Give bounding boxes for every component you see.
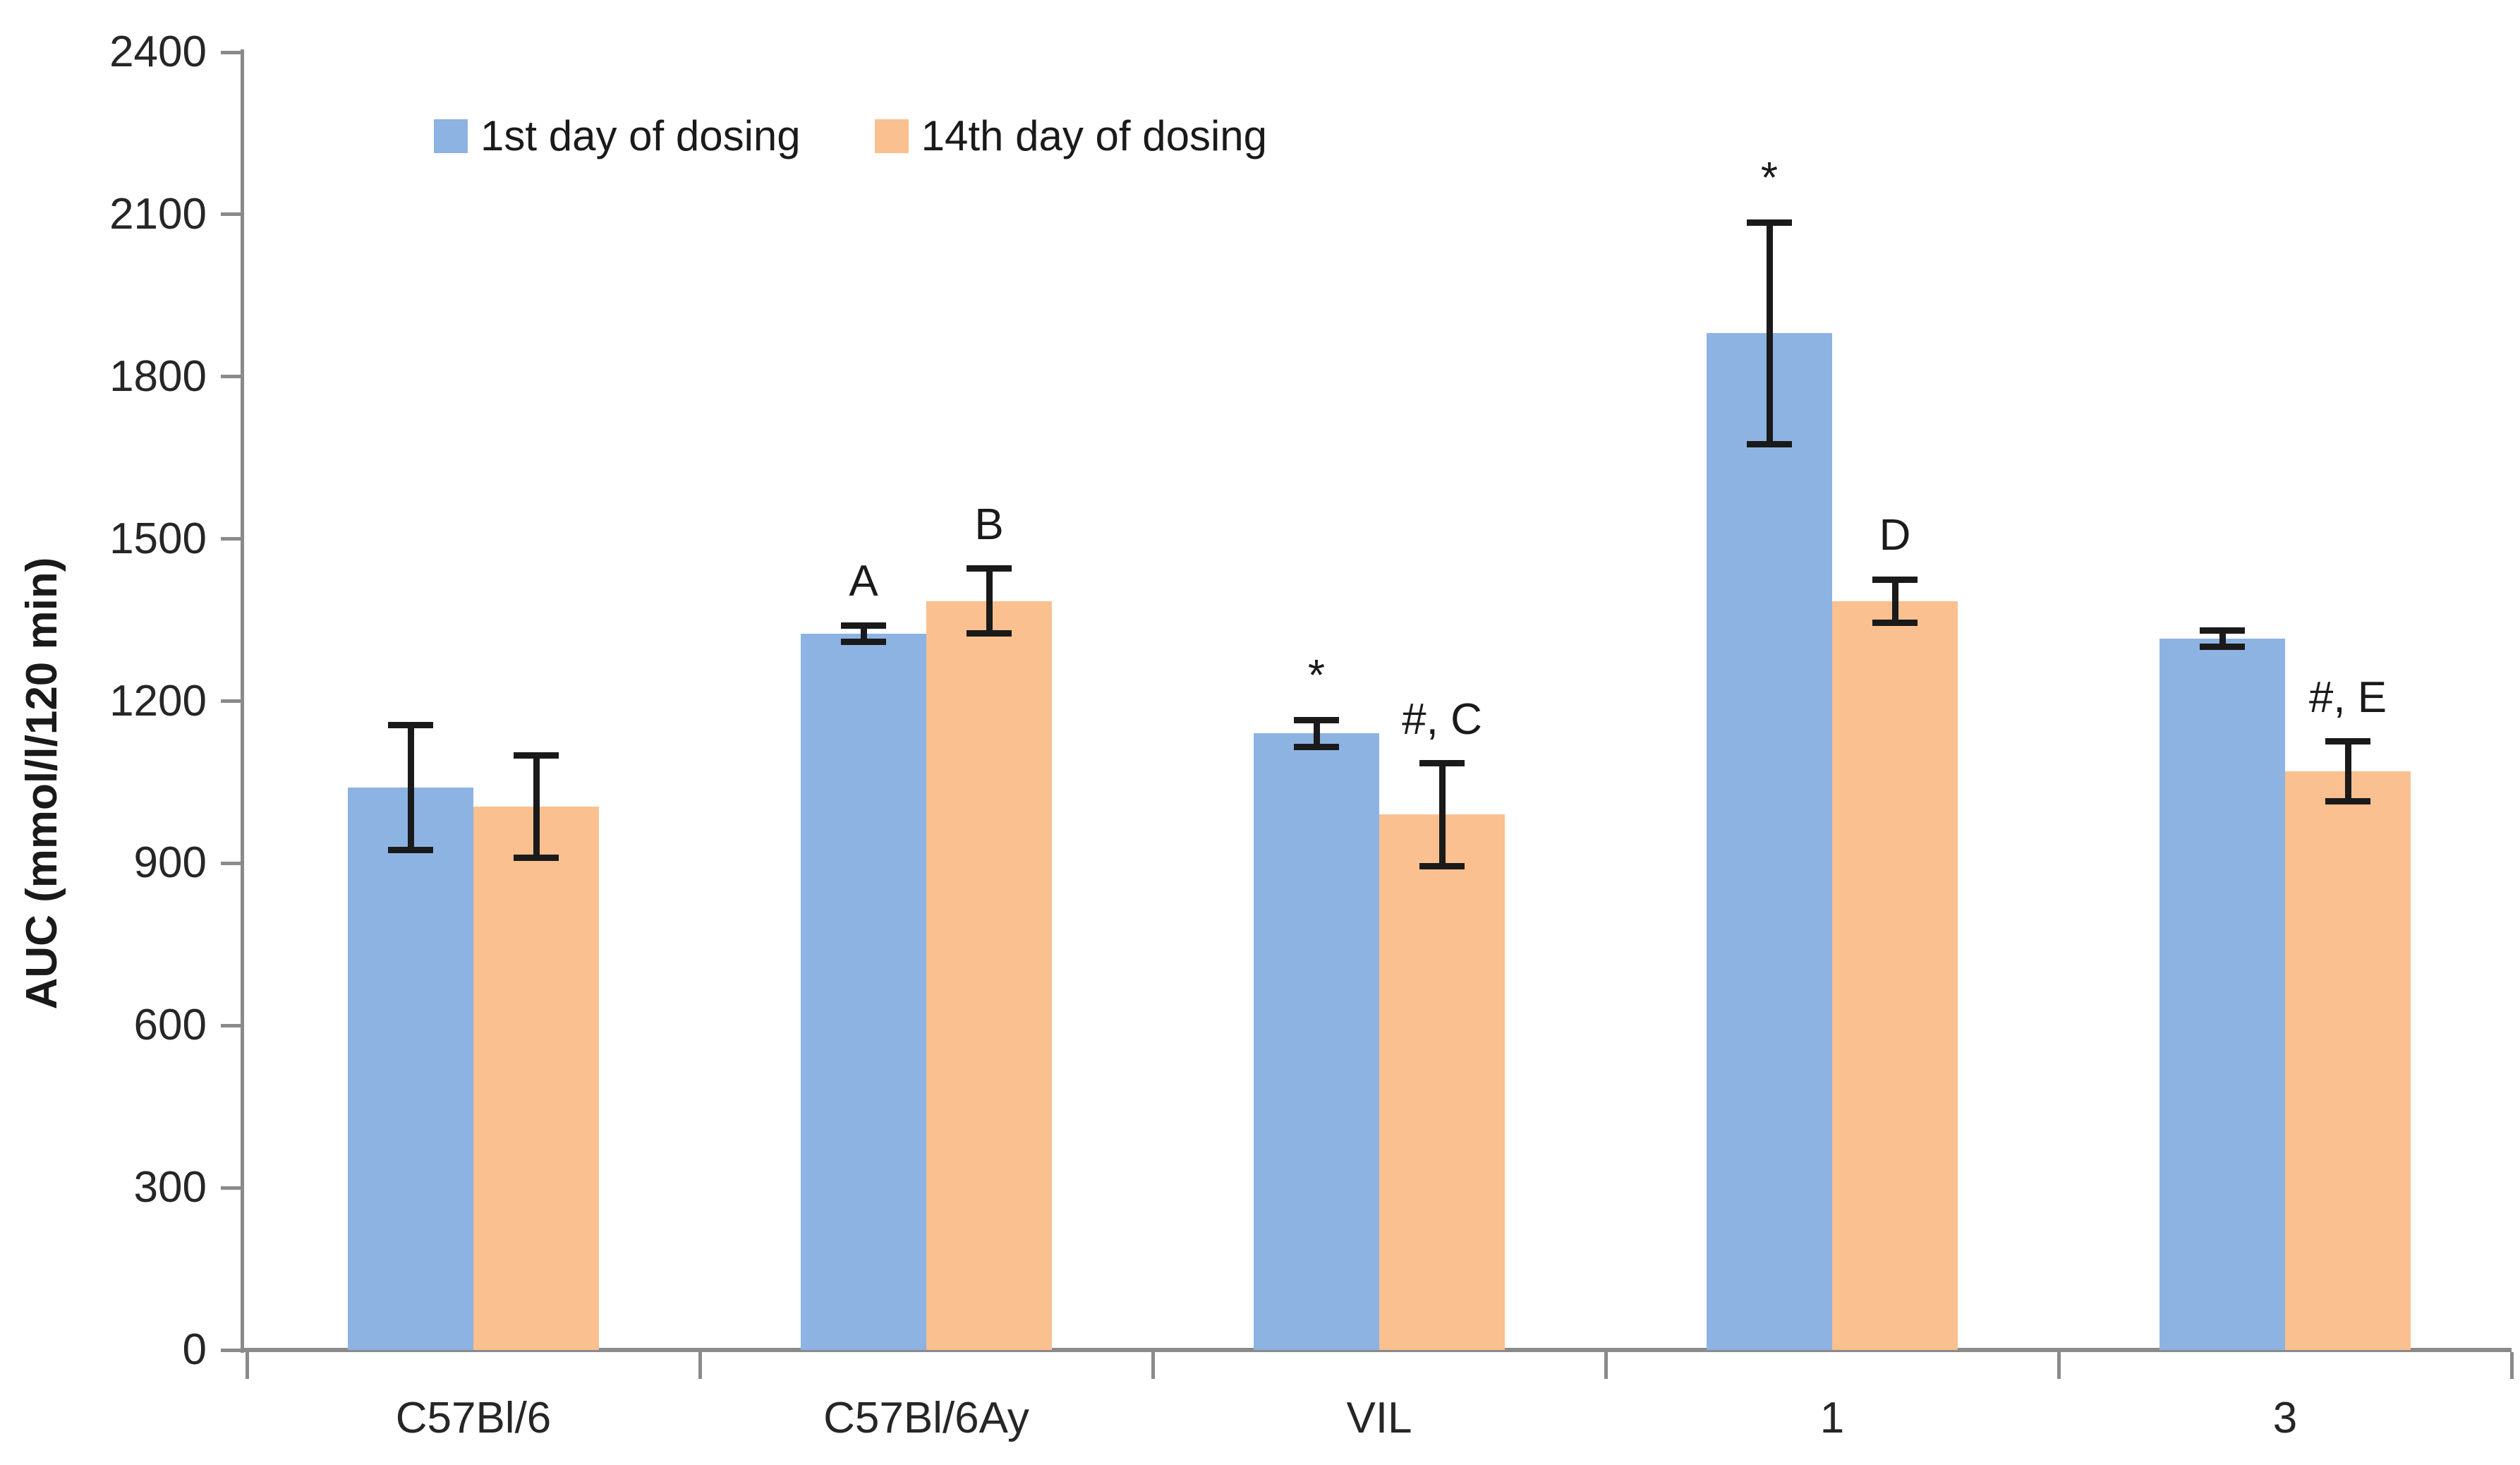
legend-label-series2: 14th day of dosing <box>921 112 1268 159</box>
error-bar-line <box>1891 579 1898 623</box>
error-bar-line <box>1438 763 1446 867</box>
y-tick-mark <box>221 1348 241 1352</box>
error-bar-line <box>407 725 414 850</box>
legend-swatch-series1-icon <box>434 119 468 153</box>
error-bar-line <box>2344 741 2351 802</box>
error-bar-line <box>986 568 993 634</box>
bar-day1-1 <box>1707 333 1832 1350</box>
y-tick-label: 1200 <box>109 676 207 725</box>
bar-day1-VIL <box>1254 733 1379 1350</box>
x-tick-mark <box>2509 1352 2514 1379</box>
y-tick-label: 0 <box>182 1325 207 1374</box>
y-tick-label: 1500 <box>109 514 207 563</box>
y-tick-mark <box>221 375 241 379</box>
legend-swatch-series2-icon <box>874 119 909 153</box>
bar-day14-C57Bl/6 <box>473 806 599 1350</box>
y-tick-mark <box>221 537 241 541</box>
bar-day1-3 <box>2159 639 2285 1350</box>
y-tick-label: 900 <box>133 838 207 888</box>
error-bar-cap-bottom <box>1419 862 1465 869</box>
error-bar-line <box>2219 630 2226 647</box>
y-tick-label: 600 <box>133 1001 207 1050</box>
error-bar-cap-bottom <box>514 855 559 862</box>
legend-item-series2: 14th day of dosing <box>874 111 1268 160</box>
significance-label: #, E <box>2308 673 2387 722</box>
error-bar-cap-top <box>514 752 559 759</box>
error-bar-cap-top <box>967 565 1012 572</box>
error-bar-cap-top <box>2325 738 2370 745</box>
y-tick-label: 2100 <box>109 189 207 239</box>
error-bar-cap-top <box>388 722 433 729</box>
error-bar-cap-bottom <box>2200 644 2245 651</box>
error-bar-cap-bottom <box>1294 744 1339 751</box>
bar-day14-VIL <box>1379 814 1505 1350</box>
y-tick-label: 300 <box>133 1163 207 1212</box>
bar-day1-C57Bl/6 <box>348 788 473 1350</box>
x-tick-mark <box>1604 1352 1608 1379</box>
error-bar-cap-bottom <box>841 638 886 645</box>
error-bar-cap-bottom <box>2325 797 2370 804</box>
x-category-label: 3 <box>2272 1394 2298 1442</box>
x-tick-mark <box>2056 1352 2061 1379</box>
bar-day14-1 <box>1832 601 1958 1350</box>
y-tick-label: 2400 <box>109 28 207 76</box>
y-tick-mark <box>221 699 241 703</box>
x-category-label: C57Bl/6Ay <box>823 1394 1029 1442</box>
x-category-label: VIL <box>1346 1394 1412 1442</box>
significance-label: * <box>1307 651 1326 701</box>
x-axis-line <box>241 1348 2512 1352</box>
y-tick-mark <box>221 212 241 217</box>
legend-item-series1: 1st day of dosing <box>434 111 801 160</box>
error-bar-cap-top <box>1419 760 1465 767</box>
x-tick-mark <box>245 1352 249 1379</box>
x-category-label: C57Bl/6 <box>395 1394 552 1442</box>
error-bar-cap-top <box>1747 219 1792 226</box>
y-axis-title: AUC (mmol/l/120 min) <box>18 557 66 1010</box>
significance-label: D <box>1879 511 1911 560</box>
error-bar-cap-bottom <box>1872 619 1918 626</box>
legend: 1st day of dosing 14th day of dosing <box>434 111 1267 160</box>
error-bar-cap-top <box>841 622 886 629</box>
x-tick-mark <box>1151 1352 1155 1379</box>
significance-label: B <box>974 500 1004 549</box>
error-bar-line <box>1313 720 1320 747</box>
significance-label: * <box>1760 154 1779 203</box>
error-bar-cap-top <box>2200 627 2245 634</box>
y-axis-line <box>241 49 244 1353</box>
y-tick-mark <box>221 861 241 865</box>
error-bar-cap-top <box>1872 576 1918 583</box>
error-bar-cap-bottom <box>1747 441 1792 448</box>
significance-label: A <box>849 557 878 606</box>
x-category-label: 1 <box>1819 1394 1845 1442</box>
error-bar-cap-top <box>1294 716 1339 723</box>
error-bar-cap-bottom <box>388 846 433 853</box>
error-bar-line <box>533 755 540 858</box>
legend-label-series1: 1st day of dosing <box>480 112 801 159</box>
y-tick-mark <box>221 50 241 54</box>
x-tick-mark <box>698 1352 702 1379</box>
bar-day1-C57Bl/6Ay <box>801 633 926 1350</box>
bar-day14-3 <box>2285 771 2411 1350</box>
y-tick-mark <box>221 1023 241 1027</box>
error-bar-line <box>1766 222 1773 445</box>
significance-label: #, C <box>1402 694 1482 744</box>
bar-day14-C57Bl/6Ay <box>926 601 1052 1350</box>
y-tick-mark <box>221 1186 241 1190</box>
y-tick-label: 1800 <box>109 351 207 401</box>
error-bar-line <box>860 625 867 642</box>
error-bar-cap-bottom <box>967 630 1012 637</box>
